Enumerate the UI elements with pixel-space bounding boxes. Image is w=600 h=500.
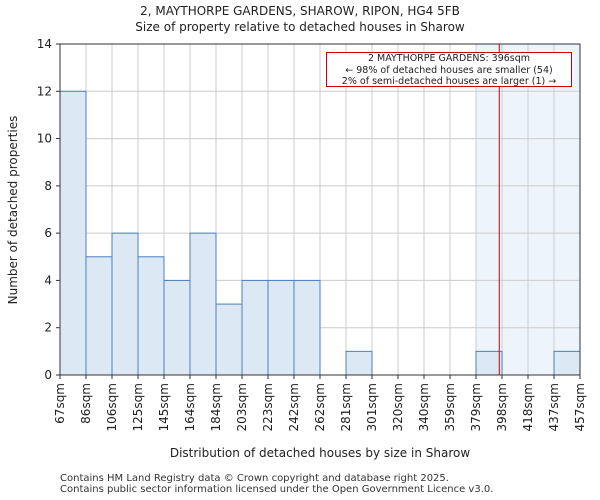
x-tick-label: 359sqm	[443, 383, 457, 431]
bar-437sqm	[553, 350, 581, 376]
bar-145sqm	[163, 279, 191, 376]
x-tick-label: 145sqm	[157, 383, 171, 431]
property-annotation-box: 2 MAYTHORPE GARDENS: 396sqm ← 98% of det…	[326, 52, 572, 87]
y-tick-label: 8	[44, 179, 52, 193]
annotation-line-1: 2 MAYTHORPE GARDENS: 396sqm	[367, 53, 531, 64]
x-tick-label: 86sqm	[79, 383, 93, 424]
y-tick-label: 12	[37, 84, 52, 98]
bar-106sqm	[111, 232, 139, 376]
x-axis-label: Distribution of detached houses by size …	[169, 446, 471, 460]
chart-title: 2, MAYTHORPE GARDENS, SHAROW, RIPON, HG4…	[140, 4, 460, 18]
annotation-line-2: ← 98% of detached houses are smaller (54…	[345, 64, 553, 76]
y-tick-label: 2	[44, 321, 52, 335]
bar-86sqm	[85, 256, 113, 376]
y-axis-label: Number of detached properties	[6, 115, 20, 305]
x-tick-label: 398sqm	[495, 383, 509, 431]
annotation-line-3: 2% of semi-detached houses are larger (1…	[341, 76, 557, 87]
bar-203sqm	[241, 279, 269, 376]
bar-223sqm	[267, 279, 295, 376]
x-tick-label: 184sqm	[209, 383, 223, 431]
x-tick-label: 379sqm	[469, 383, 483, 431]
x-tick-label: 125sqm	[131, 383, 145, 431]
y-tick-label: 0	[44, 368, 52, 382]
x-tick-label: 223sqm	[261, 383, 275, 431]
x-tick-label: 164sqm	[183, 383, 197, 431]
x-tick-label: 437sqm	[547, 383, 561, 431]
x-tick-label: 262sqm	[313, 383, 327, 431]
x-tick-label: 67sqm	[53, 383, 67, 424]
footer-licence: Contains public sector information licen…	[60, 484, 494, 495]
bar-242sqm	[293, 279, 321, 376]
bar-379sqm	[475, 350, 503, 376]
y-tick-label: 6	[44, 226, 52, 240]
x-tick-label: 457sqm	[573, 383, 587, 431]
x-tick-label: 242sqm	[287, 383, 301, 431]
bar-184sqm	[215, 303, 243, 376]
footer-copyright: Contains HM Land Registry data © Crown c…	[60, 473, 449, 484]
bar-125sqm	[137, 256, 165, 376]
y-tick-label: 10	[37, 132, 52, 146]
x-tick-label: 418sqm	[521, 383, 535, 431]
chart-subtitle: Size of property relative to detached ho…	[135, 20, 465, 34]
x-tick-label: 106sqm	[105, 383, 119, 431]
y-tick-label: 4	[44, 273, 52, 287]
y-tick-label: 14	[37, 37, 52, 51]
x-tick-label: 320sqm	[391, 383, 405, 431]
x-tick-label: 203sqm	[235, 383, 249, 431]
bar-67sqm	[59, 90, 87, 376]
bar-281sqm	[345, 350, 373, 376]
bar-164sqm	[189, 232, 217, 376]
x-tick-label: 301sqm	[365, 383, 379, 431]
x-tick-label: 281sqm	[339, 383, 353, 431]
x-tick-label: 340sqm	[417, 383, 431, 431]
